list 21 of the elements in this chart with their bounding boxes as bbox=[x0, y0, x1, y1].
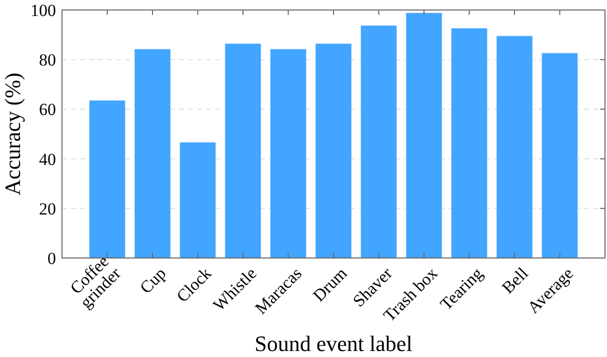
bar bbox=[315, 43, 352, 258]
bar bbox=[270, 48, 307, 258]
bar bbox=[406, 12, 442, 258]
bar bbox=[496, 35, 533, 258]
x-tick-label: Bell bbox=[498, 264, 532, 298]
y-tick-label: 40 bbox=[39, 150, 56, 169]
bar bbox=[360, 24, 398, 258]
bar bbox=[450, 28, 488, 258]
y-tick-label: 20 bbox=[39, 199, 56, 218]
y-tick-label: 60 bbox=[39, 100, 56, 120]
bar bbox=[134, 48, 171, 258]
y-tick-label: 80 bbox=[39, 50, 56, 70]
y-tick-label: 0 bbox=[48, 248, 56, 268]
bar bbox=[88, 100, 126, 258]
bar bbox=[179, 142, 216, 258]
bar bbox=[541, 52, 578, 258]
bar bbox=[224, 43, 262, 258]
y-tick-label: 100 bbox=[30, 0, 56, 20]
x-tick-label: Cup bbox=[136, 264, 170, 298]
y-axis-title: Accuracy (%) bbox=[0, 72, 25, 196]
x-axis-title: Sound event label bbox=[254, 331, 412, 356]
